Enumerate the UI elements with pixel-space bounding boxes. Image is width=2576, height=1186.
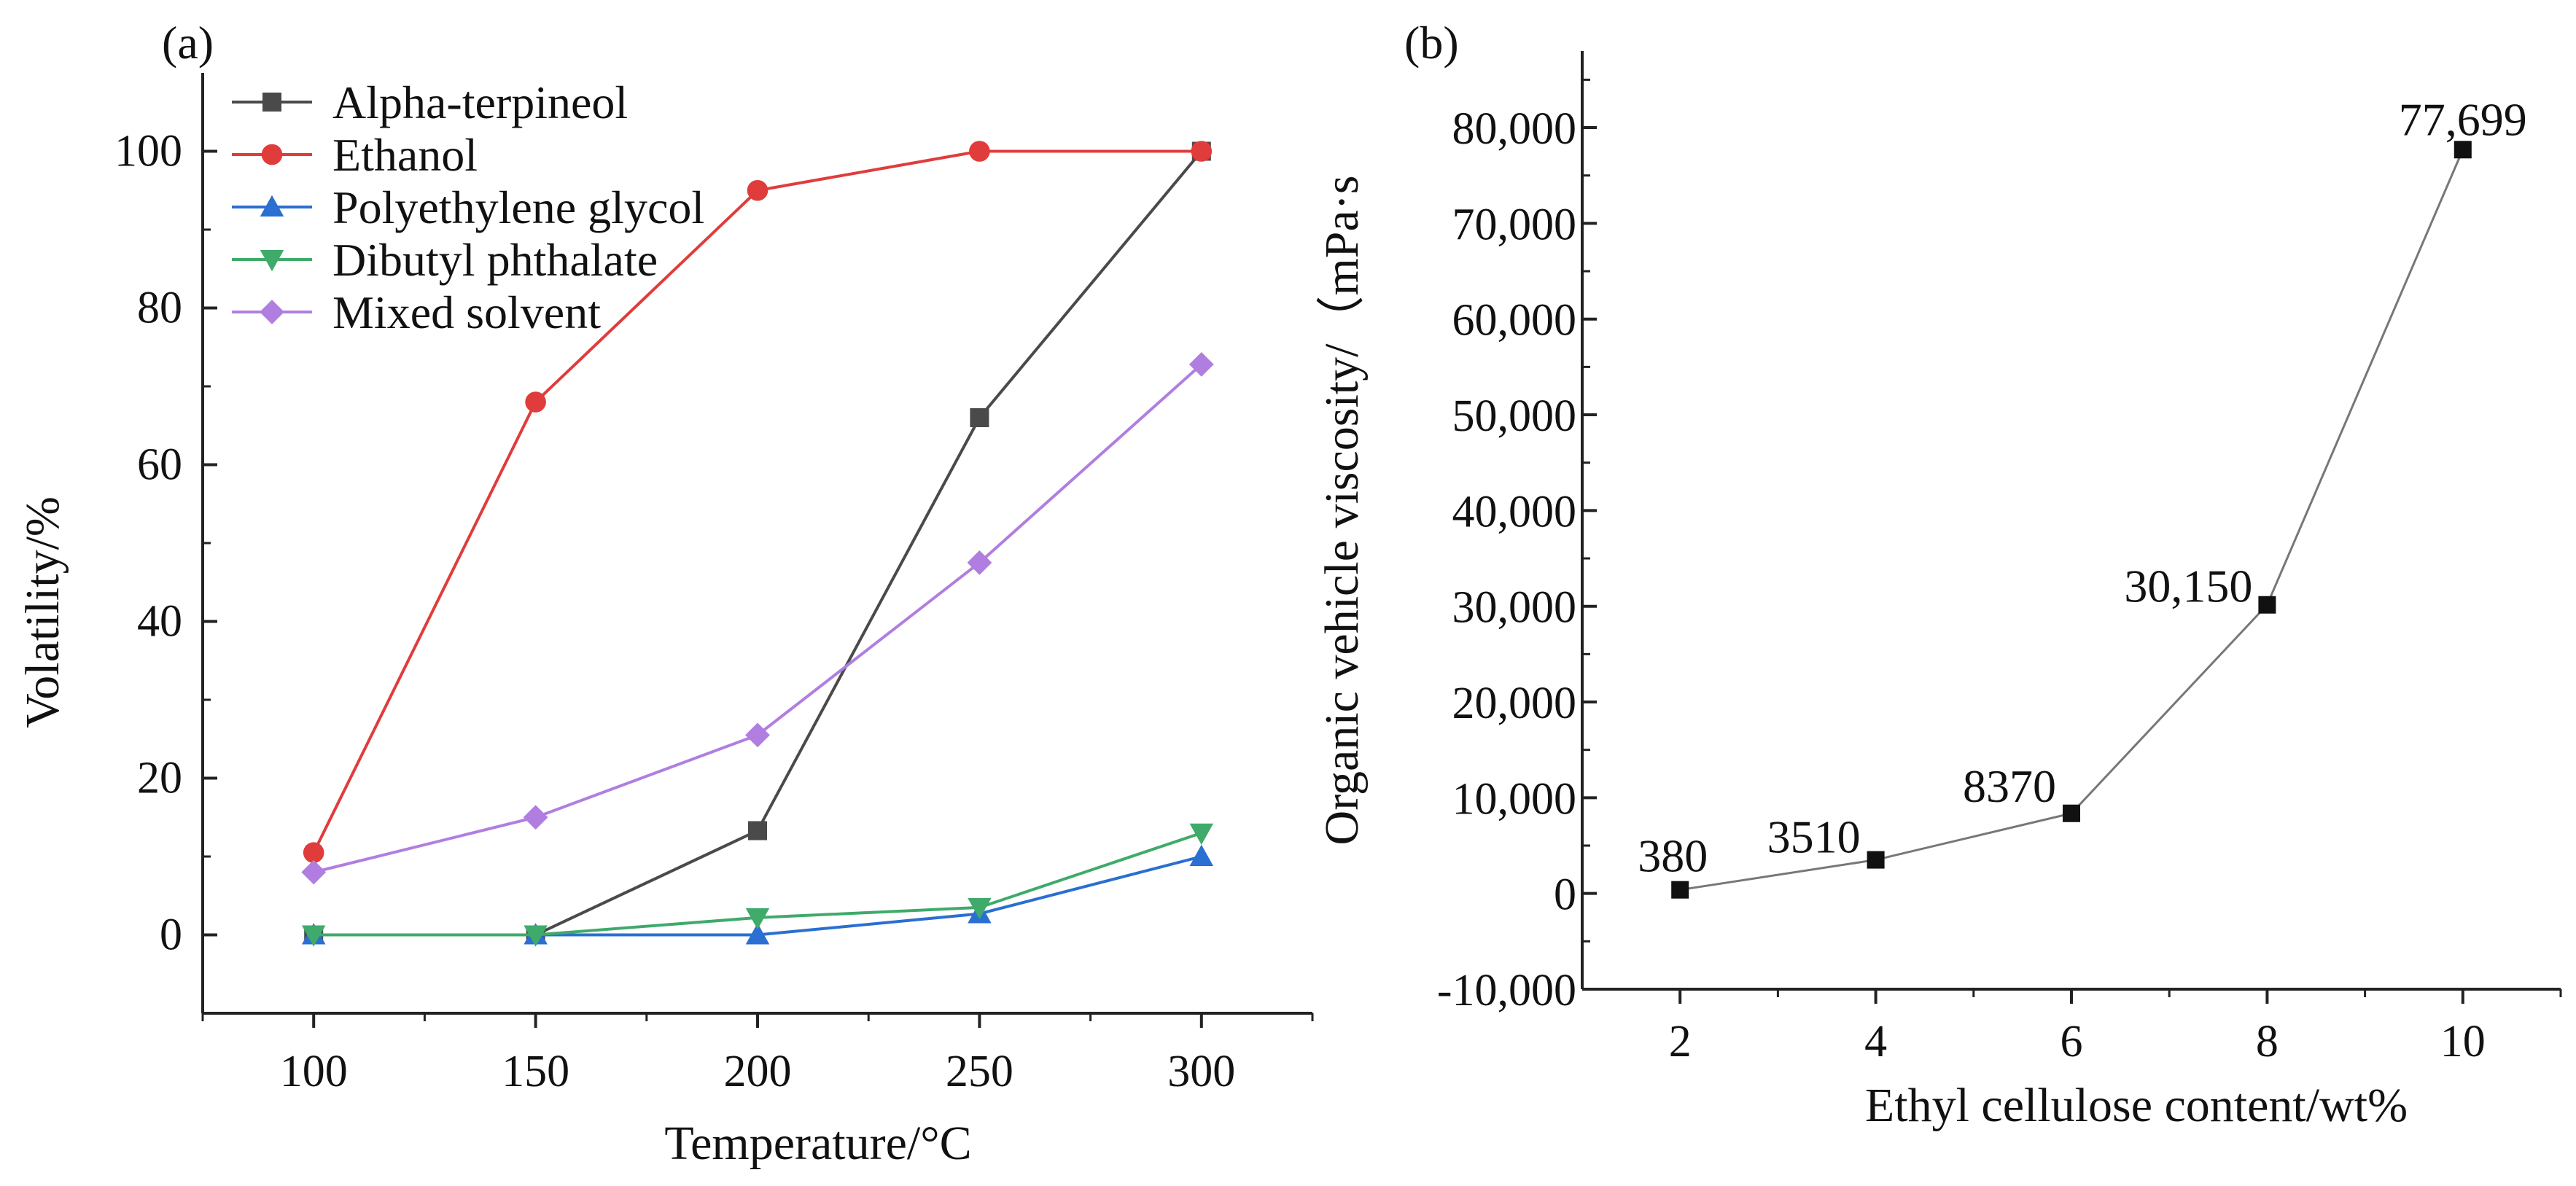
data-point — [745, 908, 770, 930]
panel-b-series: 380 3510 8370 30,150 77,699 — [1638, 93, 2527, 899]
series-ethanol — [303, 141, 1213, 863]
legend-item: Mixed solvent — [232, 286, 601, 338]
legend-label: Dibutyl phthalate — [332, 234, 658, 286]
legend-marker — [260, 250, 284, 272]
panel-b-y-tick-label: 70,000 — [1452, 200, 1577, 249]
legend-item: Polyethylene glycol — [232, 182, 704, 233]
panel-a-y-axis-title: Volatility/% — [16, 496, 69, 728]
panel-b-x-tick-label: 8 — [2256, 1017, 2279, 1066]
panel-b-y-tick-label: 50,000 — [1452, 391, 1577, 441]
data-point — [303, 842, 324, 863]
panel-b-x-axis-title: Ethyl cellulose content/wt% — [1865, 1079, 2408, 1132]
panel-a-chart: (a) 0 20 40 60 80 100 100 150 200 250 300 Alpha-te… — [16, 17, 1314, 1170]
series-dibutyl-phthalate — [301, 823, 1214, 947]
panel-a-x-tick-label: 300 — [1167, 1047, 1235, 1096]
data-point — [967, 550, 992, 575]
panel-a-series — [301, 141, 1214, 947]
panel-a-label: (a) — [162, 17, 214, 69]
panel-a-y-tick-label: 60 — [137, 440, 182, 490]
panel-a-y-tick-label: 40 — [137, 597, 182, 647]
legend-label: Alpha-terpineol — [332, 77, 628, 128]
legend-label: Mixed solvent — [332, 286, 601, 338]
legend-marker — [260, 195, 284, 216]
data-point — [1191, 141, 1213, 162]
data-point — [1189, 844, 1214, 866]
panel-b-y-axis-title: Organic vehicle viscosity/（mPa·s — [1315, 176, 1369, 846]
data-point — [968, 897, 992, 920]
panel-b-y-tick-label: 30,000 — [1452, 583, 1577, 633]
panel-a-y-tick-label: 100 — [114, 127, 182, 176]
data-point — [301, 859, 327, 885]
data-label: 380 — [1638, 830, 1708, 882]
panel-b-label: (b) — [1404, 17, 1459, 69]
panel-a-x-axis-title: Temperature/°C — [664, 1117, 971, 1170]
panel-b-y-tick-label: 40,000 — [1452, 487, 1577, 537]
legend-marker — [260, 300, 284, 324]
data-point — [2258, 596, 2276, 614]
panel-a-y-tick-label: 0 — [160, 910, 182, 960]
data-point — [745, 923, 770, 945]
data-point — [2454, 141, 2472, 159]
series-mixed-solvent — [301, 352, 1214, 885]
data-label: 30,150 — [2124, 561, 2252, 612]
panel-b-x-tick-label: 2 — [1669, 1017, 1692, 1066]
data-label: 77,699 — [2399, 93, 2527, 145]
panel-a-x-tick-label: 250 — [946, 1047, 1013, 1096]
data-point — [2063, 804, 2080, 822]
data-point — [969, 141, 990, 162]
panel-a-y-tick-label: 80 — [137, 284, 182, 333]
legend-label: Polyethylene glycol — [332, 182, 704, 233]
panel-b-chart: (b) -10,000 0 10,000 20,000 30,000 40,000 50,0… — [1315, 17, 2562, 1132]
panel-b-y-tick-label: 10,000 — [1452, 774, 1577, 824]
panel-b-x-tick-label: 10 — [2440, 1017, 2486, 1066]
legend-item: Dibutyl phthalate — [232, 234, 658, 286]
data-point — [1188, 352, 1214, 377]
legend-marker — [262, 93, 281, 112]
legend-label: Ethanol — [332, 129, 478, 181]
panel-b-y-tick-label: 60,000 — [1452, 296, 1577, 346]
panel-a-y-tick-label: 20 — [137, 754, 182, 803]
data-point — [745, 722, 770, 748]
panel-a-x-tick-label: 200 — [724, 1047, 792, 1096]
data-point — [525, 391, 546, 413]
data-point — [524, 925, 548, 947]
data-point — [747, 179, 768, 201]
legend-item: Ethanol — [232, 129, 478, 181]
data-point — [1189, 823, 1214, 845]
panel-a-x-tick-label: 150 — [502, 1047, 569, 1096]
panel-b-x-tick-label: 4 — [1864, 1017, 1887, 1066]
panel-b-y-tick-label: -10,000 — [1437, 966, 1576, 1015]
data-point — [1867, 851, 1885, 869]
data-label: 8370 — [1963, 760, 2056, 812]
data-point — [301, 925, 326, 947]
panel-b-axes: -10,000 0 10,000 20,000 30,000 40,000 50,000 60… — [1437, 51, 2562, 1066]
data-point — [748, 821, 767, 840]
legend-marker — [261, 144, 283, 165]
data-label: 3510 — [1767, 811, 1861, 863]
data-point — [523, 805, 548, 830]
panel-b-y-tick-label: 0 — [1554, 870, 1576, 920]
panel-a-axes: 0 20 40 60 80 100 100 150 200 250 300 — [114, 73, 1314, 1096]
panel-b-x-tick-label: 6 — [2061, 1017, 2083, 1066]
series-line — [1679, 149, 2464, 892]
series-line — [313, 363, 1203, 874]
panel-a-x-tick-label: 100 — [280, 1047, 348, 1096]
legend-item: Alpha-terpineol — [232, 77, 628, 128]
data-point — [970, 408, 989, 427]
panel-b-y-tick-label: 80,000 — [1452, 104, 1577, 154]
panel-b-y-tick-label: 20,000 — [1452, 679, 1577, 728]
data-point — [1671, 881, 1689, 899]
